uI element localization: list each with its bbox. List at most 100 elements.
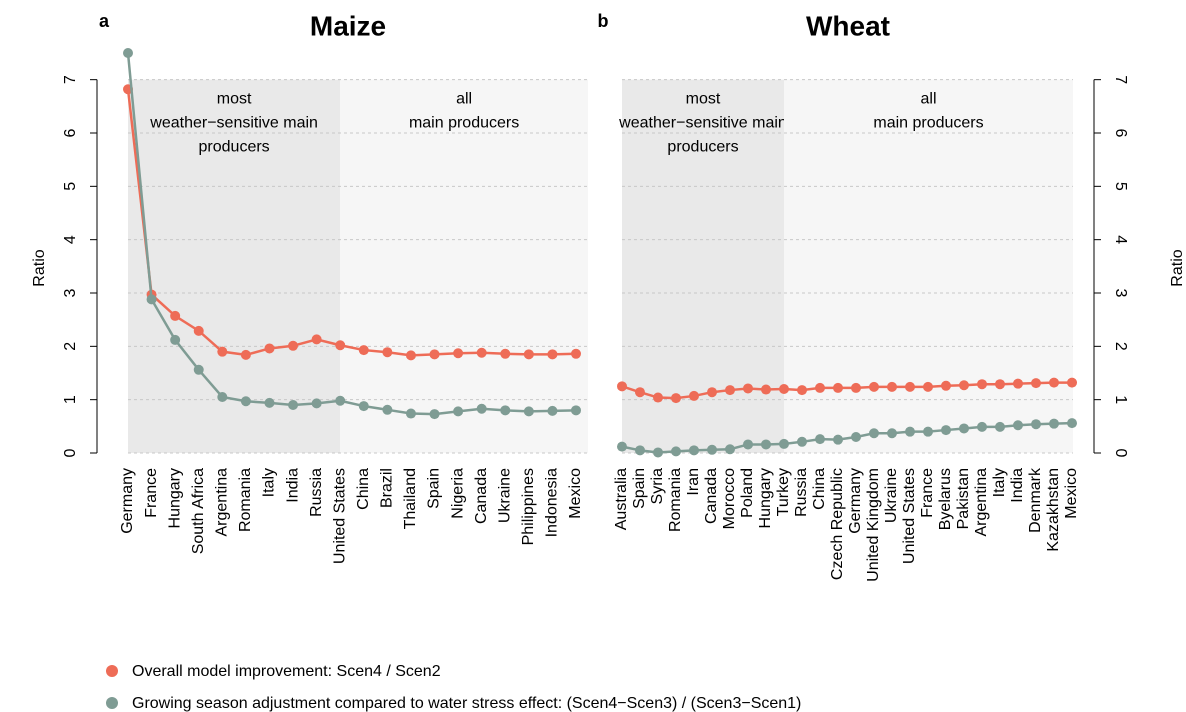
data-point bbox=[869, 381, 879, 392]
data-point bbox=[779, 384, 789, 394]
region-shade bbox=[340, 79, 588, 454]
data-point bbox=[743, 383, 753, 394]
x-tick-label: Syria bbox=[649, 468, 666, 505]
data-point bbox=[146, 294, 157, 305]
data-point bbox=[1049, 418, 1059, 429]
x-tick-label: United States bbox=[901, 468, 918, 564]
data-point bbox=[923, 381, 933, 392]
x-tick-label: Indonesia bbox=[544, 468, 561, 537]
data-point bbox=[358, 345, 369, 356]
data-point bbox=[1013, 378, 1023, 389]
region-label: most weather−sensitive main producers bbox=[618, 91, 787, 156]
x-tick-label: Ukraine bbox=[883, 468, 900, 523]
y-tick-label: 5 bbox=[1112, 182, 1129, 191]
region-shade bbox=[784, 79, 1073, 454]
data-point bbox=[358, 401, 369, 412]
data-point bbox=[193, 325, 204, 336]
legend-label: Overall model improvement: Scen4 / Scen2 bbox=[132, 663, 441, 680]
data-point bbox=[905, 426, 915, 437]
data-point bbox=[1067, 377, 1077, 388]
legend-swatch bbox=[106, 697, 118, 709]
data-point bbox=[617, 441, 627, 452]
data-point bbox=[311, 334, 322, 345]
data-point bbox=[761, 384, 771, 395]
data-point bbox=[977, 421, 987, 432]
data-point bbox=[635, 387, 645, 398]
data-point bbox=[571, 348, 581, 359]
data-point bbox=[429, 409, 440, 420]
data-point bbox=[977, 379, 987, 390]
y-tick-label: 0 bbox=[1112, 449, 1129, 458]
data-point bbox=[429, 349, 440, 360]
y-tick-label: 3 bbox=[62, 288, 79, 297]
x-tick-label: Mexico bbox=[567, 468, 584, 519]
data-point bbox=[476, 403, 487, 414]
y-tick-label: 4 bbox=[1112, 235, 1129, 244]
data-point bbox=[689, 445, 699, 456]
data-point bbox=[797, 385, 807, 396]
data-point bbox=[547, 405, 558, 416]
data-point bbox=[500, 348, 511, 359]
data-point bbox=[571, 405, 581, 416]
legend-label: Growing season adjustment compared to wa… bbox=[132, 695, 801, 712]
data-point bbox=[617, 381, 627, 392]
x-tick-label: Brazil bbox=[379, 468, 396, 508]
x-tick-label: Czech Republic bbox=[829, 468, 846, 580]
x-tick-label: United Kingdom bbox=[865, 468, 882, 582]
y-tick-label: 7 bbox=[62, 75, 79, 84]
data-point bbox=[743, 439, 753, 450]
data-point bbox=[887, 428, 897, 439]
data-point bbox=[405, 408, 416, 419]
data-point bbox=[547, 349, 558, 360]
x-tick-label: Hungary bbox=[166, 468, 183, 528]
data-point bbox=[779, 438, 789, 449]
y-tick-label: 2 bbox=[62, 342, 79, 351]
data-point bbox=[941, 425, 951, 436]
x-tick-label: Morocco bbox=[721, 468, 738, 529]
y-tick-label: 4 bbox=[62, 235, 79, 244]
x-tick-label: Denmark bbox=[1027, 467, 1044, 533]
x-tick-label: Romania bbox=[237, 468, 254, 532]
data-point bbox=[815, 434, 825, 445]
x-tick-label: France bbox=[143, 468, 160, 518]
data-point bbox=[725, 385, 735, 396]
region-label: most weather−sensitive main producers bbox=[149, 91, 318, 156]
data-point bbox=[1049, 377, 1059, 388]
data-point bbox=[453, 348, 464, 359]
x-tick-label: Italy bbox=[261, 468, 278, 497]
y-tick-label: 5 bbox=[62, 182, 79, 191]
x-tick-label: Byelarus bbox=[937, 468, 954, 530]
x-tick-label: Italy bbox=[991, 468, 1008, 497]
data-point bbox=[170, 310, 181, 321]
data-point bbox=[707, 387, 717, 398]
x-tick-label: Thailand bbox=[402, 468, 419, 529]
y-axis-label: Ratio bbox=[31, 249, 48, 286]
panel-label: a bbox=[99, 11, 110, 31]
x-tick-label: Germany bbox=[847, 468, 864, 534]
data-point bbox=[1013, 420, 1023, 431]
data-point bbox=[869, 428, 879, 439]
x-tick-label: Russia bbox=[308, 468, 325, 517]
data-point bbox=[653, 447, 663, 458]
data-point bbox=[815, 382, 825, 393]
y-tick-label: 2 bbox=[1112, 342, 1129, 351]
x-tick-label: Australia bbox=[613, 468, 630, 530]
data-point bbox=[1067, 418, 1077, 429]
data-point bbox=[905, 381, 915, 392]
data-point bbox=[995, 421, 1005, 432]
data-point bbox=[887, 381, 897, 392]
data-point bbox=[500, 405, 511, 416]
region-label: all main producers bbox=[409, 91, 519, 132]
x-tick-label: South Africa bbox=[190, 468, 207, 554]
data-point bbox=[240, 349, 251, 360]
x-tick-label: Spain bbox=[426, 468, 443, 509]
data-point bbox=[523, 406, 534, 417]
data-point bbox=[217, 392, 228, 402]
data-point bbox=[671, 393, 681, 404]
y-tick-label: 1 bbox=[62, 395, 79, 404]
x-tick-label: Nigeria bbox=[449, 468, 466, 519]
data-point bbox=[264, 343, 275, 354]
y-axis-label: Ratio bbox=[1169, 249, 1186, 286]
x-tick-label: Mexico bbox=[1063, 468, 1080, 519]
